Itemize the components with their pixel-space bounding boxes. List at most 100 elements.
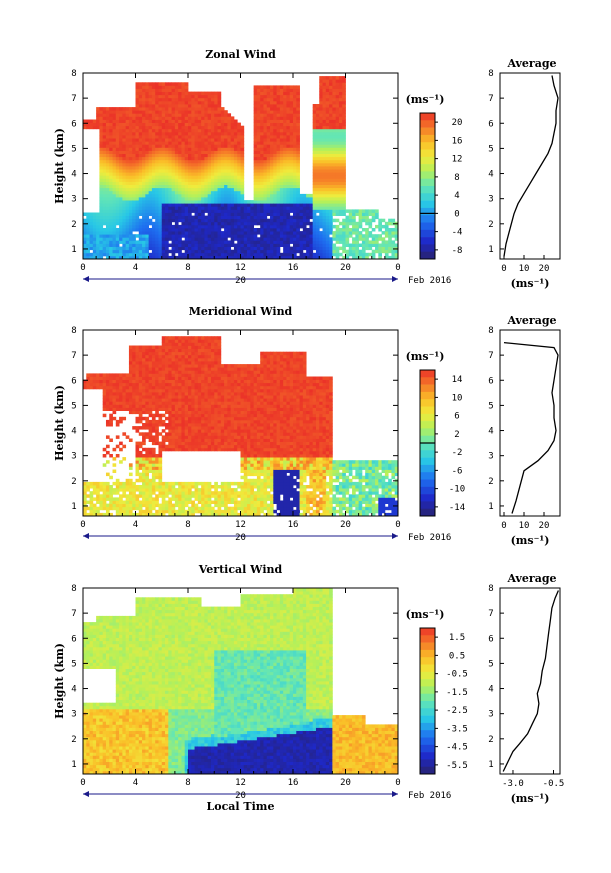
heatmap-cell [296, 184, 300, 189]
heatmap-cell [319, 113, 323, 117]
heatmap-cell [283, 91, 287, 96]
heatmap-cell [191, 231, 195, 235]
heatmap-cell [105, 107, 110, 111]
heatmap-cell [128, 485, 133, 489]
heatmap-cell [233, 203, 238, 207]
heatmap-cell [148, 212, 153, 216]
heatmap-cell [161, 385, 166, 390]
heatmap-cell [132, 376, 136, 380]
heatmap-cell [148, 172, 153, 176]
heatmap-cell [214, 209, 218, 213]
heatmap-cell [138, 444, 143, 449]
heatmap-cell [145, 187, 150, 192]
heatmap-cell [89, 234, 94, 238]
heatmap-cell [132, 215, 136, 220]
heatmap-cell [135, 407, 140, 411]
heatmap-cell [388, 249, 392, 254]
heatmap-cell [224, 153, 228, 158]
heatmap-cell [178, 249, 182, 254]
heatmap-cell [138, 218, 143, 223]
heatmap-cell [260, 184, 264, 189]
heatmap-cell [155, 364, 159, 368]
heatmap-cell [171, 181, 176, 185]
heatmap-cell [132, 218, 136, 223]
heatmap-cell [165, 218, 169, 223]
heatmap-cell [145, 357, 150, 362]
heatmap-cell [148, 97, 153, 102]
heatmap-cell [125, 144, 130, 148]
heatmap-cell [145, 367, 150, 371]
heatmap-cell [148, 181, 153, 185]
heatmap-cell [253, 104, 258, 108]
heatmap-cell [128, 197, 133, 201]
heatmap-cell [296, 246, 300, 251]
heatmap-cell [325, 150, 330, 154]
heatmap-cell [237, 255, 241, 260]
heatmap-cell [99, 506, 104, 511]
heatmap-cell [191, 215, 195, 220]
heatmap-cell [125, 113, 130, 117]
heatmap-cell [197, 97, 202, 102]
heatmap-cell [279, 218, 284, 223]
heatmap-cell [361, 237, 366, 241]
heatmap-cell [105, 190, 110, 195]
heatmap-cell [296, 209, 300, 213]
heatmap-cell [125, 240, 130, 244]
heatmap-cell [342, 138, 346, 142]
heatmap-cell [329, 125, 333, 130]
heatmap-cell [210, 218, 215, 223]
heatmap-cell [112, 187, 117, 192]
heatmap-cell [122, 113, 127, 117]
heatmap-cell [96, 500, 100, 504]
heatmap-cell [178, 138, 182, 142]
heatmap-cell [165, 147, 169, 151]
heatmap-cell [138, 494, 143, 498]
heatmap-cell [102, 125, 107, 130]
heatmap-cell [315, 187, 320, 192]
heatmap-cell [109, 175, 113, 179]
heatmap-cell [155, 457, 159, 461]
heatmap-cell [138, 413, 143, 418]
heatmap-cell [191, 181, 195, 185]
heatmap-cell [329, 159, 333, 164]
heatmap-cell [151, 419, 156, 424]
heatmap-cell [158, 147, 163, 151]
heatmap-cell [217, 138, 222, 142]
heatmap-cell [299, 193, 304, 198]
heatmap-cell [296, 197, 300, 201]
heatmap-cell [378, 252, 382, 257]
heatmap-cell [322, 150, 327, 154]
heatmap-cell [105, 243, 110, 247]
heatmap-cell [220, 221, 225, 226]
heatmap-cell [122, 416, 127, 421]
heatmap-cell [194, 113, 199, 117]
heatmap-cell [283, 131, 287, 136]
heatmap-cell [184, 162, 189, 167]
heatmap-cell [83, 252, 87, 257]
heatmap-cell [276, 166, 281, 170]
heatmap-cell [283, 100, 287, 105]
heatmap-cell [394, 228, 399, 232]
heatmap-cell [119, 255, 123, 260]
heatmap-cell [312, 147, 317, 151]
heatmap-cell [142, 110, 146, 114]
heatmap-cell [96, 491, 100, 495]
heatmap-cell [207, 246, 212, 251]
heatmap-cell [184, 156, 189, 161]
heatmap-cell [289, 249, 294, 254]
heatmap-cell [151, 119, 156, 123]
heatmap-cell [276, 85, 281, 89]
heatmap-cell [112, 122, 117, 127]
colorbar-swatch [420, 222, 435, 231]
heatmap-cell [83, 125, 87, 130]
heatmap-cell [207, 193, 212, 198]
heatmap-cell [122, 444, 127, 449]
heatmap-cell [128, 193, 133, 198]
heatmap-cell [138, 404, 143, 408]
heatmap-cell [135, 379, 140, 384]
heatmap-cell [105, 169, 110, 173]
heatmap-cell [158, 159, 163, 164]
heatmap-cell [233, 243, 238, 247]
heatmap-cell [260, 243, 264, 247]
heatmap-cell [112, 407, 117, 411]
